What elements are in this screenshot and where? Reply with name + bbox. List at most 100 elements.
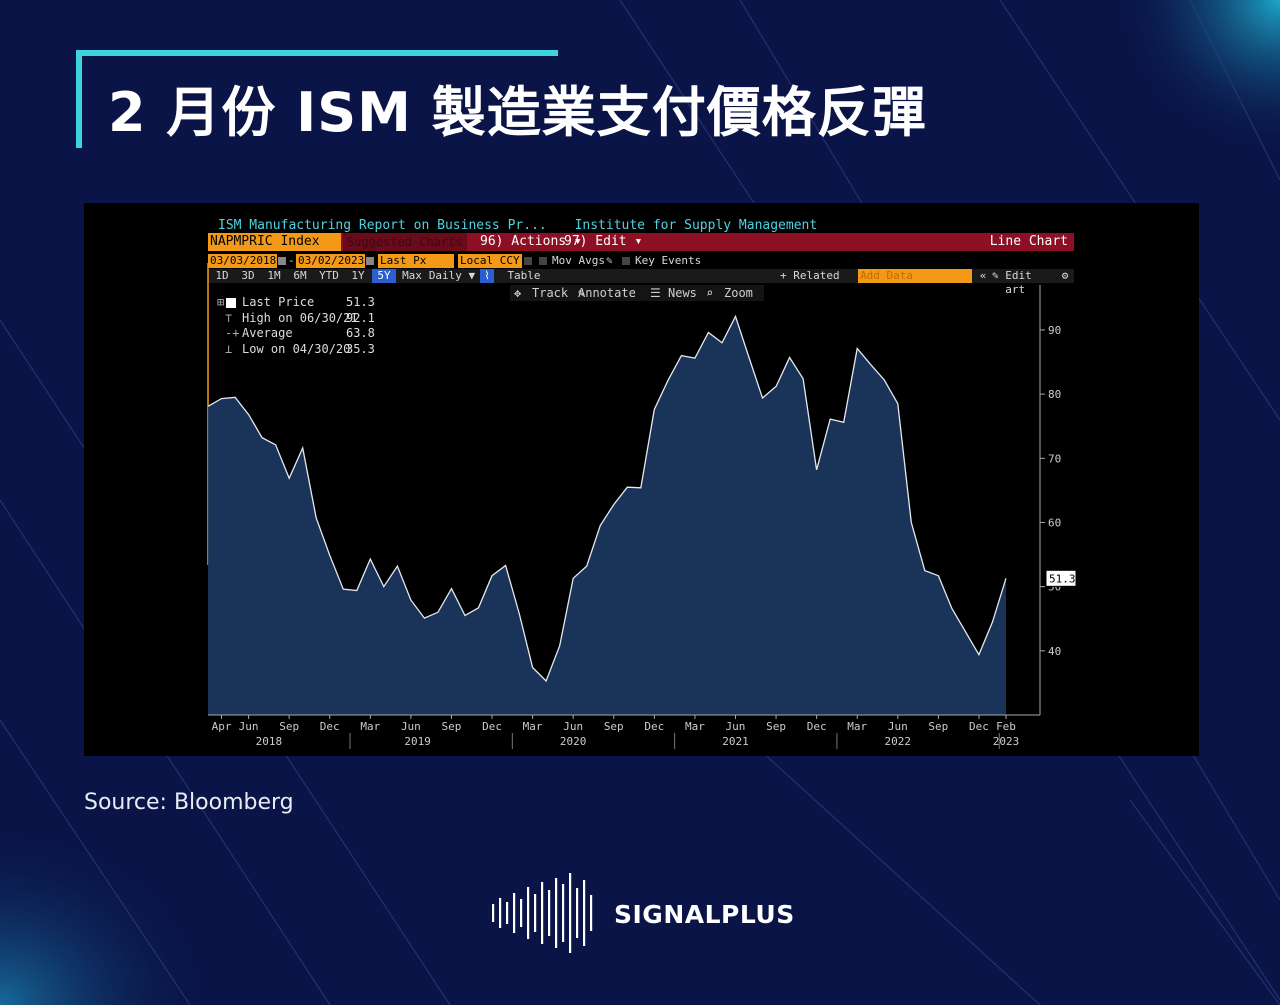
- logo-bar: [513, 893, 516, 933]
- logo-bar: [541, 882, 544, 944]
- x-year-label: 2019: [404, 735, 431, 748]
- x-tick-label: Mar: [523, 720, 543, 733]
- start-date-field[interactable]: 03/03/2018: [208, 254, 277, 268]
- title-accent-line: [76, 50, 558, 56]
- y-tick-label: 90: [1048, 324, 1061, 337]
- logo-bar: [520, 899, 523, 927]
- slide-title: 2 月份 ISM 製造業支付價格反彈: [108, 81, 927, 144]
- logo-bar: [492, 904, 495, 922]
- calendar-icon[interactable]: [366, 257, 374, 265]
- mov-avgs-checkbox[interactable]: [539, 257, 547, 265]
- logo-bar: [548, 890, 551, 936]
- range-ytd[interactable]: YTD: [319, 269, 339, 282]
- annotate-label: Annotate: [578, 286, 636, 300]
- key-events-label: Key Events: [635, 254, 702, 267]
- track-button[interactable]: Track: [532, 286, 569, 300]
- y-tick-label: 40: [1048, 645, 1061, 658]
- x-tick-label: Dec: [807, 720, 827, 733]
- x-year-label: 2018: [256, 735, 283, 748]
- range-6m[interactable]: 6M: [293, 269, 307, 282]
- range-max[interactable]: Max: [402, 269, 422, 282]
- decor-line: [1189, 0, 1280, 181]
- x-tick-label: Jun: [401, 720, 421, 733]
- range-5y[interactable]: 5Y: [372, 269, 396, 283]
- command-bar: NAPMPRIC Index Suggested Charts 96) Acti…: [208, 233, 1074, 251]
- terminal-header: ISM Manufacturing Report on Business Pr.…: [218, 218, 817, 233]
- key-events-checkbox[interactable]: [622, 257, 630, 265]
- logo-bar: [562, 884, 565, 942]
- logo-bar: [590, 895, 593, 931]
- logo-bar: [534, 894, 537, 932]
- x-tick-label: Feb: [996, 720, 1016, 733]
- x-tick-label: Sep: [766, 720, 786, 733]
- zoom-button[interactable]: Zoom: [724, 286, 753, 300]
- x-tick-label: Sep: [279, 720, 299, 733]
- decor-line: [0, 719, 191, 1005]
- source-note: Source: Bloomberg: [84, 790, 294, 815]
- x-tick-label: Sep: [928, 720, 948, 733]
- range-3d[interactable]: 3D: [241, 269, 255, 282]
- news-button[interactable]: News: [668, 286, 697, 300]
- chart-icon[interactable]: ⌇: [480, 269, 494, 283]
- end-date-field[interactable]: 03/02/2023: [296, 254, 365, 268]
- range-1y[interactable]: 1Y: [351, 269, 365, 282]
- y-tick-label: 60: [1048, 516, 1061, 529]
- x-year-label: 2020: [560, 735, 587, 748]
- pencil-icon: ✎: [992, 269, 999, 282]
- security-description: ISM Manufacturing Report on Business Pr.…: [218, 218, 547, 233]
- x-tick-label: Sep: [604, 720, 624, 733]
- currency-selector[interactable]: Local CCY: [458, 254, 522, 268]
- x-tick-label: Jun: [563, 720, 583, 733]
- actions-menu[interactable]: 96) Actions ▾: [480, 234, 582, 249]
- frequency-selector[interactable]: Daily ▼: [428, 269, 476, 282]
- last-value-label: 51.3: [1049, 572, 1076, 585]
- collapse-icon[interactable]: «: [979, 269, 987, 282]
- currency-dropdown-icon[interactable]: [524, 257, 532, 265]
- decor-line: [1129, 799, 1280, 1005]
- mov-avgs-label: Mov Avgs: [552, 254, 605, 267]
- y-tick-label: 80: [1048, 388, 1061, 401]
- decor-line: [759, 749, 1041, 1005]
- brand-name: SIGNALPLUS: [614, 900, 795, 929]
- x-year-label: 2022: [885, 735, 912, 748]
- bloomberg-terminal-panel: ISM Manufacturing Report on Business Pr.…: [84, 203, 1199, 756]
- pencil-icon[interactable]: ✎: [606, 254, 613, 267]
- chart-toolbar: ✥ Track ✎ Annotate ☰ News ⌕ Zoom: [510, 285, 764, 301]
- x-tick-label: Mar: [685, 720, 705, 733]
- x-tick-label: Dec: [969, 720, 989, 733]
- logo-bar: [576, 888, 579, 938]
- x-tick-label: Dec: [644, 720, 664, 733]
- zoom-icon[interactable]: ⌕: [706, 286, 714, 300]
- y-tick-label: 70: [1048, 452, 1061, 465]
- crosshair-icon[interactable]: ✥: [514, 286, 522, 300]
- table-button[interactable]: Table: [507, 269, 541, 282]
- x-tick-label: Mar: [847, 720, 867, 733]
- logo-bar: [499, 898, 502, 928]
- last-value-tag: [1045, 569, 1077, 587]
- add-data-input[interactable]: Add Data: [858, 269, 972, 283]
- series-line: [207, 314, 1007, 683]
- x-tick-label: Jun: [239, 720, 259, 733]
- x-tick-label: Jun: [726, 720, 746, 733]
- gear-icon[interactable]: ⚙: [1061, 269, 1069, 282]
- logo-bar: [583, 880, 586, 946]
- ticker-field[interactable]: NAPMPRIC Index: [208, 233, 341, 251]
- x-tick-label: Dec: [320, 720, 340, 733]
- range-1m[interactable]: 1M: [267, 269, 281, 282]
- source-institution: Institute for Supply Management: [574, 218, 818, 233]
- title-accent-line-vertical: [76, 50, 82, 148]
- edit-menu[interactable]: 97) Edit ▾: [564, 234, 643, 249]
- field-selector[interactable]: Last Px: [378, 254, 454, 268]
- signalplus-logo-icon: [492, 873, 593, 953]
- logo-bar: [569, 873, 572, 953]
- suggested-charts-button[interactable]: Suggested Charts: [343, 233, 467, 251]
- range-1d[interactable]: 1D: [215, 269, 229, 282]
- calendar-icon[interactable]: [278, 257, 286, 265]
- chart-type-label: Line Chart: [989, 234, 1068, 249]
- x-year-label: 2023: [993, 735, 1020, 748]
- pencil-icon: ✎: [578, 286, 586, 300]
- logo-bar: [506, 902, 509, 924]
- x-tick-label: Jun: [888, 720, 908, 733]
- news-icon[interactable]: ☰: [650, 286, 661, 300]
